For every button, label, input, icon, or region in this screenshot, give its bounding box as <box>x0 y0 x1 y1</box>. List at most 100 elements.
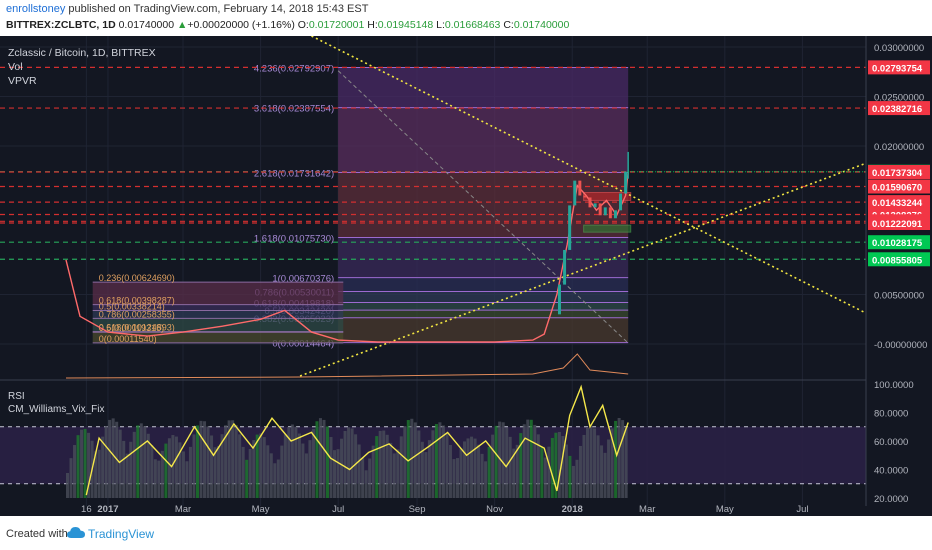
chart-svg[interactable]: 4.236(0.02792907) 3.618(0.02387554) 2.618(… <box>0 35 932 516</box>
vix-bar <box>311 428 315 498</box>
candle <box>588 197 592 208</box>
vix-bar <box>512 448 516 498</box>
vix-bar <box>445 433 449 498</box>
fib-label: 1.618(0.01075730) <box>254 233 334 244</box>
vix-bar <box>153 459 157 498</box>
legend-vix[interactable]: CM_Williams_Vix_Fix <box>8 404 105 415</box>
vix-bar <box>234 425 238 498</box>
legend-title: Zclassic / Bitcoin, 1D, BITTREX <box>8 47 156 59</box>
candle <box>593 203 597 208</box>
fib-small-label: 0.5(0.00119315) <box>99 323 164 333</box>
open-label: O: <box>297 19 309 31</box>
time-tick-label: Jul <box>796 504 808 515</box>
vix-bar <box>498 421 502 498</box>
vix-bar <box>624 426 628 498</box>
vix-bar <box>76 435 80 498</box>
fib-band <box>338 107 629 173</box>
price-label-box <box>868 164 930 179</box>
vix-bar <box>456 458 459 498</box>
vix-bar <box>213 447 217 498</box>
vix-bar <box>526 419 530 498</box>
vix-bar <box>167 438 171 498</box>
vix-bar <box>480 453 484 498</box>
vix-bar <box>227 420 231 498</box>
vix-bar <box>245 459 249 498</box>
price-label-text: 0.01433244 <box>872 198 923 209</box>
vix-bar <box>136 425 140 498</box>
chart-area[interactable]: 4.236(0.02792907) 3.618(0.02387554) 2.618(… <box>0 35 932 516</box>
vix-bar <box>80 429 84 498</box>
vix-bar <box>343 431 347 498</box>
vix-bar <box>181 451 185 498</box>
vix-bar <box>434 424 438 498</box>
vix-bar <box>94 451 98 498</box>
tradingview-brand[interactable]: TradingView <box>88 527 155 541</box>
fib-small-label: 0(0.00011540) <box>99 334 157 344</box>
vix-bar <box>318 418 322 498</box>
price-tick-label: 0.02500000 <box>874 92 924 103</box>
support-zone <box>583 224 632 233</box>
time-axis[interactable]: 16 2017 Mar May Jul Sep Nov 2018 Mar May Jul <box>81 504 808 515</box>
vix-bar <box>477 444 481 498</box>
vix-bar <box>241 446 245 498</box>
vix-bar <box>287 427 291 498</box>
candle <box>598 203 602 216</box>
vix-bar <box>515 444 519 498</box>
rsi-tick-label: 80.0000 <box>874 409 908 420</box>
vix-bar <box>73 445 77 498</box>
legend-vol[interactable]: Vol <box>8 61 23 73</box>
vix-bar <box>160 450 164 498</box>
fib-band <box>338 237 629 278</box>
price-label-text: 0.02382716 <box>872 104 922 115</box>
candle <box>603 207 607 216</box>
fib-label: 0(0.00014464) <box>272 339 334 350</box>
vix-bar <box>621 420 625 498</box>
time-tick-label: Sep <box>409 504 426 515</box>
vix-bar <box>276 459 280 498</box>
last-price: 0.01740000 <box>118 19 175 31</box>
vix-bar <box>255 434 259 498</box>
fib-label: 3.618(0.02387554) <box>254 104 334 115</box>
vix-bar <box>554 432 558 498</box>
vix-bar <box>399 436 403 498</box>
vix-bar <box>375 436 379 498</box>
low-value: 0.01668463 <box>444 19 501 31</box>
time-tick-label: Jul <box>332 504 344 515</box>
price-label-box <box>868 101 930 116</box>
vix-bar <box>614 420 618 498</box>
author-link[interactable]: enrollstoney <box>6 3 66 15</box>
vix-bar <box>157 460 161 498</box>
legend-vpvr[interactable]: VPVR <box>8 75 37 87</box>
vix-bar <box>550 437 554 498</box>
vix-bar <box>280 445 284 498</box>
vix-bar <box>501 422 505 498</box>
vix-bar <box>196 425 199 498</box>
vix-bar <box>304 453 308 498</box>
vix-bar <box>371 445 375 498</box>
vix-bar <box>459 448 463 498</box>
fib-retracement-small[interactable]: 0.236(0.00624690)0.618(0.00398287)0.5(0.… <box>92 273 344 344</box>
time-tick-label: Mar <box>639 504 655 515</box>
trend-lines[interactable] <box>299 35 873 377</box>
time-tick-label: May <box>716 504 734 515</box>
vix-bar <box>252 440 256 498</box>
price-label-box <box>868 216 930 231</box>
candle <box>613 210 617 219</box>
vix-bar <box>224 425 228 498</box>
fib-band <box>338 310 629 318</box>
vix-bar <box>487 446 491 498</box>
legend-rsi[interactable]: RSI <box>8 391 25 402</box>
fib-label: 4.236(0.02792907) <box>254 63 334 74</box>
vix-bar <box>575 459 579 498</box>
rsi-tick-label: 60.0000 <box>874 437 908 448</box>
vix-bar <box>431 430 435 498</box>
time-tick-label: Mar <box>175 504 191 515</box>
fib-small-band <box>92 310 344 319</box>
time-tick-label: May <box>252 504 270 515</box>
fib-small-band <box>92 304 344 311</box>
vix-bar <box>519 433 523 498</box>
vix-bar <box>582 434 586 498</box>
vix-bar <box>571 465 575 498</box>
price-axis[interactable]: 0.03000000 0.02500000 0.02000000 0.00500000… <box>865 36 932 516</box>
vix-bar <box>188 446 192 498</box>
